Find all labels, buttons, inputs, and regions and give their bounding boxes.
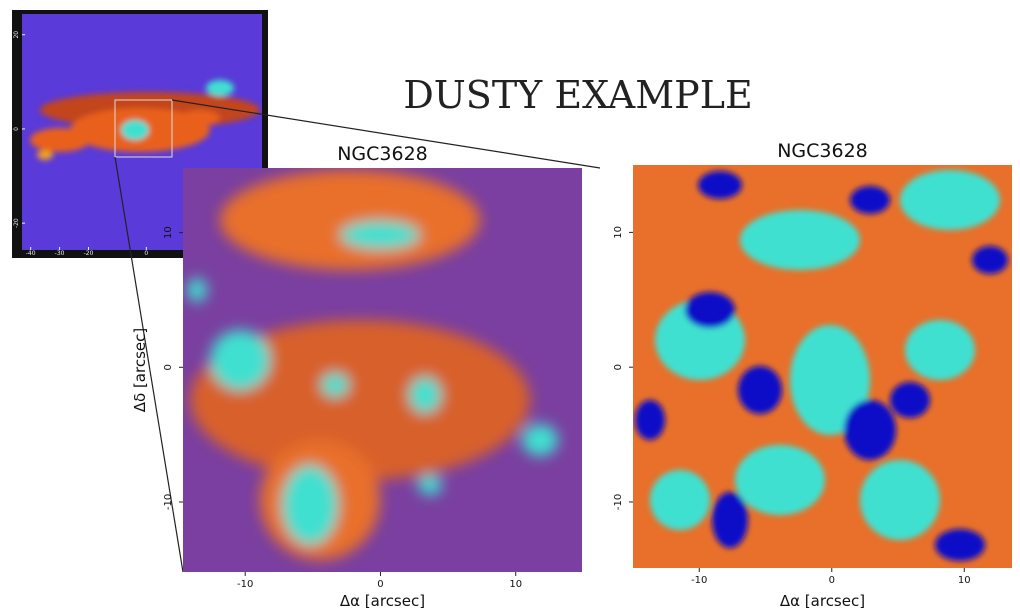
panel-title: NGC3628: [777, 140, 868, 162]
x-axis-label: Δα [arcsec]: [780, 592, 865, 610]
y-tick-label: -20: [13, 218, 20, 228]
x-tick-label: 0: [829, 575, 835, 586]
x-tick-label: -10: [691, 575, 707, 586]
x-tick-label: -30: [55, 250, 65, 257]
x-tick-label: 10: [958, 575, 971, 586]
panel-title: NGC3628: [337, 143, 428, 165]
y-tick-label: -10: [163, 494, 174, 510]
x-tick-label: 0: [144, 250, 148, 257]
x-tick-label: -20: [84, 250, 94, 257]
y-tick-label: 10: [613, 226, 624, 239]
y-axis-label: Δδ [arcsec]: [131, 328, 149, 412]
y-tick-label: 0: [13, 127, 20, 131]
x-tick-label: 10: [509, 579, 522, 590]
left-image: [183, 168, 582, 572]
x-tick-label: 0: [377, 579, 383, 590]
x-tick-label: -10: [237, 579, 253, 590]
y-tick-label: 20: [13, 31, 20, 39]
slide: DUSTY EXAMPLE: [0, 0, 1020, 612]
slide-title: DUSTY EXAMPLE: [403, 73, 752, 117]
y-tick-label: -10: [613, 494, 624, 510]
y-tick-label: 0: [613, 364, 624, 370]
y-tick-label: 0: [163, 364, 174, 370]
x-axis-label: Δα [arcsec]: [340, 592, 425, 610]
right-image: [633, 165, 1012, 568]
x-tick-label: -40: [26, 250, 36, 257]
y-tick-label: 10: [163, 226, 174, 239]
